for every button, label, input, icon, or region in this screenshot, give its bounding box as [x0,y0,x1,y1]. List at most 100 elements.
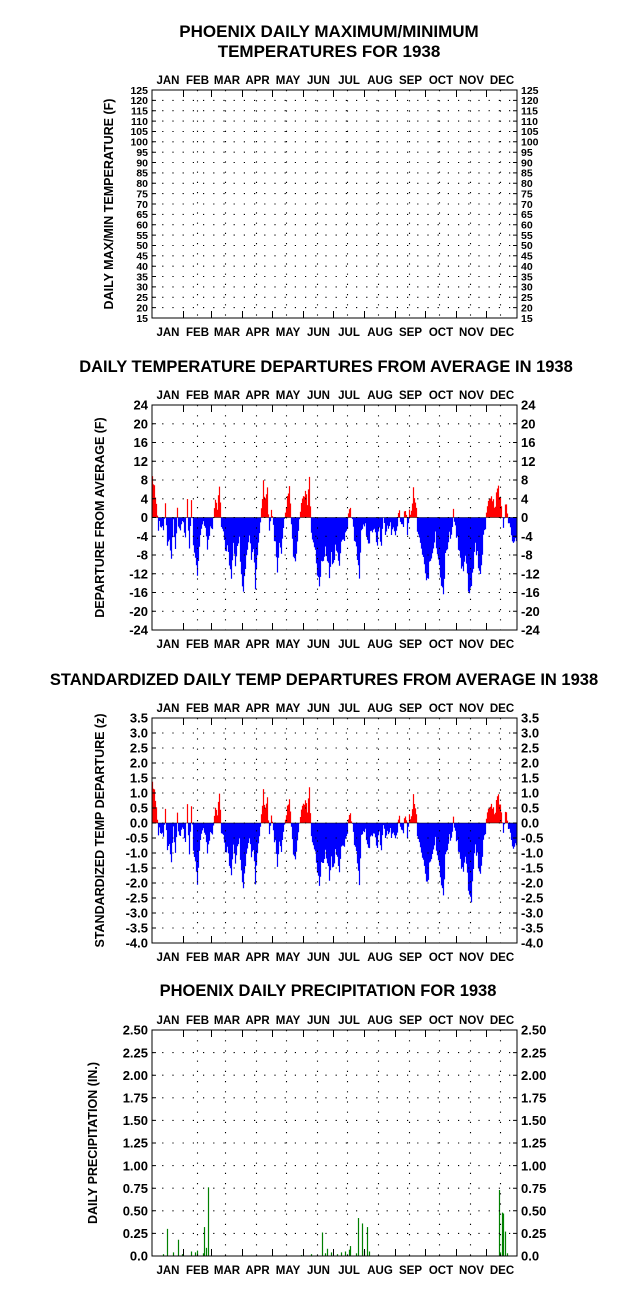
y-tick-label-right: 85 [521,168,533,180]
month-label-bottom: JUN [307,327,330,339]
month-label-top: MAY [276,703,301,715]
y-tick-label-right: 0.5 [521,801,539,816]
month-label-top: AUG [367,75,393,87]
y-tick-label-right: 1.5 [521,771,539,786]
y-axis-label: DEPARTURE FROM AVERAGE (F) [93,417,107,617]
month-label-bottom: FEB [186,327,209,339]
y-tick-label-left: -4.0 [126,936,148,951]
y-tick-label-right: 20 [521,416,535,431]
month-label-top: MAR [214,390,241,402]
y-ticks [152,404,517,631]
y-tick-label-left: 20 [134,416,148,431]
y-tick-label-left: 50 [136,240,148,252]
month-label-bottom: MAY [276,639,301,651]
y-tick-label-right: 115 [521,106,538,118]
month-label-top: JUN [307,390,330,402]
month-label-bottom: OCT [429,327,453,339]
y-tick-label-right: -24 [521,623,541,638]
y-tick-label-left: 24 [134,398,149,413]
y-tick-label-left: 3.0 [130,726,148,741]
y-tick-label-right: 2.0 [521,756,539,771]
month-ticks [183,405,487,630]
y-tick-label-right: -1.0 [521,846,543,861]
y-tick-label-right: 2.25 [521,1045,546,1060]
month-label-top: APR [245,75,270,87]
month-label-top: JUL [338,75,360,87]
month-label-bottom: MAR [214,952,241,964]
month-label-bottom: APR [245,639,270,651]
y-tick-label-left: -4 [136,529,148,544]
month-label-bottom: FEB [186,952,209,964]
y-tick-label-right: 30 [521,282,533,294]
month-label-bottom: APR [245,952,270,964]
y-tick-label-left: 40 [136,261,148,273]
cold-departure-bars [157,823,518,903]
month-label-top: MAR [214,75,241,87]
chart-temp: PHOENIX DAILY MAXIMUM/MINIMUMTEMPERATURE… [102,22,539,339]
y-tick-label-left: 8 [141,473,148,488]
month-label-bottom: JAN [156,1265,179,1277]
y-tick-label-right: 80 [521,178,533,190]
warm-departure-bars [151,476,509,518]
y-tick-label-left: 12 [134,454,148,469]
month-label-bottom: MAR [214,639,241,651]
y-tick-label-right: -2.0 [521,876,543,891]
y-tick-label-right: 120 [521,95,539,107]
month-ticks [183,90,487,318]
y-tick-label-left: 1.5 [130,771,148,786]
month-label-top: FEB [186,703,209,715]
month-label-bottom: FEB [186,1265,209,1277]
y-tick-label-left: 1.50 [123,1113,148,1128]
chart-title-line: PHOENIX DAILY MAXIMUM/MINIMUM [179,22,478,41]
y-tick-label-left: 30 [136,282,148,294]
y-tick-label-left: 65 [136,209,148,221]
y-tick-label-right: -3.5 [521,921,543,936]
month-label-top: AUG [367,703,393,715]
y-tick-label-left: -12 [129,566,148,581]
y-tick-label-left: -2.0 [126,876,148,891]
y-tick-label-left: 1.0 [130,786,148,801]
y-tick-label-left: 2.5 [130,741,148,756]
chart-dep: DAILY TEMPERATURE DEPARTURES FROM AVERAG… [79,358,573,651]
y-tick-label-right: 25 [521,292,533,304]
y-tick-label-right: 105 [521,126,539,138]
y-tick-label-left: 115 [131,106,148,118]
month-label-top: NOV [459,390,484,402]
y-tick-label-right: 2.00 [521,1068,546,1083]
y-tick-label-left: 100 [130,137,148,149]
y-tick-label-right: 0.0 [521,816,539,831]
month-label-top: APR [245,703,270,715]
y-tick-label-right: -16 [521,585,540,600]
grid-dots [152,90,517,318]
y-tick-label-right: 1.75 [521,1090,546,1105]
y-tick-label-right: 100 [521,137,539,149]
month-label-bottom: JUL [338,1265,360,1277]
y-tick-label-right: 90 [521,157,533,169]
month-label-top: MAY [276,75,301,87]
y-tick-label-right: 15 [521,313,533,325]
y-tick-label-left: -8 [136,548,148,563]
y-tick-label-left: 16 [134,435,148,450]
y-tick-label-left: -0.5 [126,831,148,846]
month-label-bottom: JAN [156,327,179,339]
month-label-bottom: NOV [459,639,484,651]
y-tick-label-left: 2.50 [123,1023,148,1038]
month-label-bottom: JUL [338,327,360,339]
month-label-top: OCT [429,390,453,402]
y-tick-label-right: 0 [521,510,528,525]
y-tick-label-right: 3.0 [521,726,539,741]
y-tick-label-left: 110 [131,116,148,128]
y-tick-label-right: 1.25 [521,1136,546,1151]
plot-frame [151,717,518,944]
y-tick-label-right: 1.00 [521,1158,546,1173]
y-tick-label-left: 70 [136,199,148,211]
y-tick-label-left: 105 [130,126,148,138]
grid-dots [152,1030,517,1256]
y-tick-label-left: 2.25 [123,1045,148,1060]
y-tick-label-left: -3.0 [126,906,148,921]
y-tick-label-left: 75 [136,188,148,200]
month-label-top: APR [245,1015,270,1027]
y-tick-label-right: 8 [521,473,528,488]
month-label-top: OCT [429,703,453,715]
y-axis-label: DAILY MAX/MIN TEMPERATURE (F) [102,99,116,310]
